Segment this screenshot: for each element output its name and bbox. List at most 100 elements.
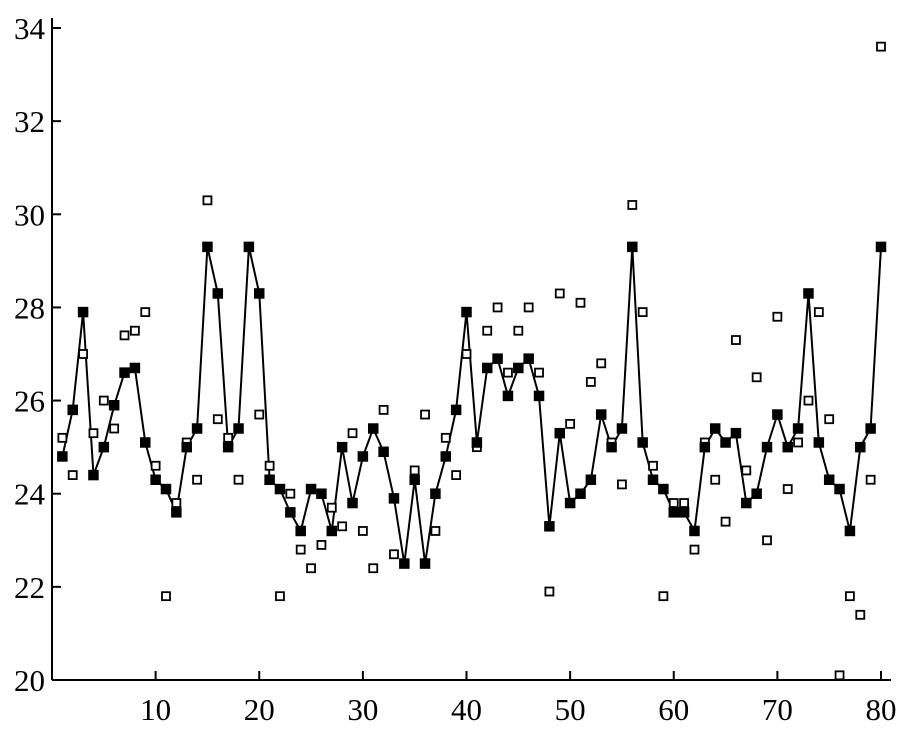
y-tick-label: 32 xyxy=(14,104,45,139)
open-square-point xyxy=(751,372,762,383)
filled-square-point xyxy=(513,362,524,374)
filled-square-point xyxy=(119,367,130,378)
x-tick-label: 50 xyxy=(555,692,586,727)
filled-square-point xyxy=(295,525,306,537)
open-square-point xyxy=(295,544,306,555)
filled-square-point xyxy=(461,306,472,318)
open-square-point xyxy=(161,591,171,602)
x-tick-label: 20 xyxy=(244,692,275,727)
filled-square-point xyxy=(855,441,866,453)
open-square-point xyxy=(378,404,389,415)
open-square-point xyxy=(119,330,130,341)
filled-square-point xyxy=(191,423,203,434)
filled-square-point xyxy=(129,362,141,374)
filled-square-point xyxy=(627,241,638,253)
open-square-point xyxy=(368,563,379,574)
open-square-point xyxy=(264,460,275,471)
open-square-point xyxy=(668,498,679,508)
filled-square-point xyxy=(305,483,317,495)
y-tick-label: 24 xyxy=(14,477,46,512)
filled-square-point xyxy=(88,469,99,481)
y-tick-label: 20 xyxy=(14,663,45,698)
filled-square-point xyxy=(585,474,597,485)
filled-square-point xyxy=(77,306,89,318)
open-square-point xyxy=(731,335,741,345)
open-square-point xyxy=(627,200,638,210)
open-square-point xyxy=(357,526,368,536)
filled-square-point xyxy=(222,441,234,453)
open-square-point xyxy=(772,311,783,322)
open-square-point xyxy=(710,474,721,485)
open-square-point xyxy=(109,423,120,434)
axes xyxy=(51,18,891,681)
open-square-point xyxy=(337,521,348,532)
open-square-point xyxy=(741,465,752,476)
open-square-point xyxy=(876,41,886,52)
filled-square-point xyxy=(450,404,462,416)
filled-square-point xyxy=(875,241,887,253)
open-square-point xyxy=(140,307,151,317)
filled-square-point xyxy=(761,441,773,453)
open-square-point xyxy=(316,540,327,550)
open-square-point xyxy=(575,297,586,308)
filled-square-point xyxy=(689,525,700,537)
open-square-point xyxy=(596,358,607,369)
filled-square-point xyxy=(523,353,534,364)
open-square-point xyxy=(192,474,202,485)
open-square-point xyxy=(78,349,88,359)
open-square-point xyxy=(430,526,441,536)
open-square-point xyxy=(347,428,358,439)
y-tick-label: 34 xyxy=(14,11,46,46)
filled-square-point xyxy=(274,483,286,495)
filled-square-point xyxy=(254,288,265,299)
filled-square-point xyxy=(419,558,431,569)
open-square-point xyxy=(824,414,835,425)
open-square-point xyxy=(803,395,814,406)
open-square-point xyxy=(637,307,648,317)
open-square-point xyxy=(98,395,109,406)
open-square-point xyxy=(544,586,555,597)
filled-square-point xyxy=(367,423,379,434)
filled-square-point xyxy=(823,474,835,485)
filled-square-point xyxy=(792,423,804,434)
filled-square-point xyxy=(492,353,503,364)
filled-square-point xyxy=(160,483,172,495)
filled-square-point xyxy=(595,409,607,420)
open-square-point xyxy=(585,377,596,387)
open-square-point xyxy=(503,367,513,378)
filled-square-point xyxy=(409,474,420,485)
open-series-layer xyxy=(57,41,886,681)
open-square-point xyxy=(492,302,503,313)
filled-square-point xyxy=(772,409,783,420)
filled-square-point xyxy=(471,437,483,448)
y-tick-label: 28 xyxy=(14,290,45,325)
filled-square-point xyxy=(378,446,389,458)
filled-square-point xyxy=(544,521,555,532)
filled-square-point xyxy=(150,474,161,485)
open-square-point xyxy=(834,670,845,681)
y-tick-label: 22 xyxy=(14,570,45,605)
filled-square-point xyxy=(844,525,856,537)
series-line-layer xyxy=(61,246,882,564)
open-square-point xyxy=(171,498,182,508)
filled-square-point xyxy=(108,399,120,411)
filled-square-point xyxy=(709,423,721,434)
filled-square-point xyxy=(357,451,369,462)
filled-square-point xyxy=(813,437,825,448)
open-square-point xyxy=(306,563,316,574)
axis-ticks: 20 22 24 26 28 30 32 34 10 20 30 40 50 60 70 80 xyxy=(14,11,897,727)
open-square-point xyxy=(554,288,565,299)
open-square-point xyxy=(461,349,472,359)
filled-square-point xyxy=(606,441,617,453)
open-square-point xyxy=(845,591,855,602)
filled-square-point xyxy=(57,451,68,462)
filled-square-point xyxy=(326,525,338,537)
open-square-point xyxy=(233,474,244,485)
open-square-point xyxy=(762,535,772,546)
filled-square-point xyxy=(285,507,296,518)
filled-square-point xyxy=(564,497,576,509)
open-square-point xyxy=(57,432,68,443)
filled-square-point xyxy=(730,427,742,439)
open-square-point xyxy=(855,609,866,620)
filled-square-point xyxy=(202,241,213,253)
